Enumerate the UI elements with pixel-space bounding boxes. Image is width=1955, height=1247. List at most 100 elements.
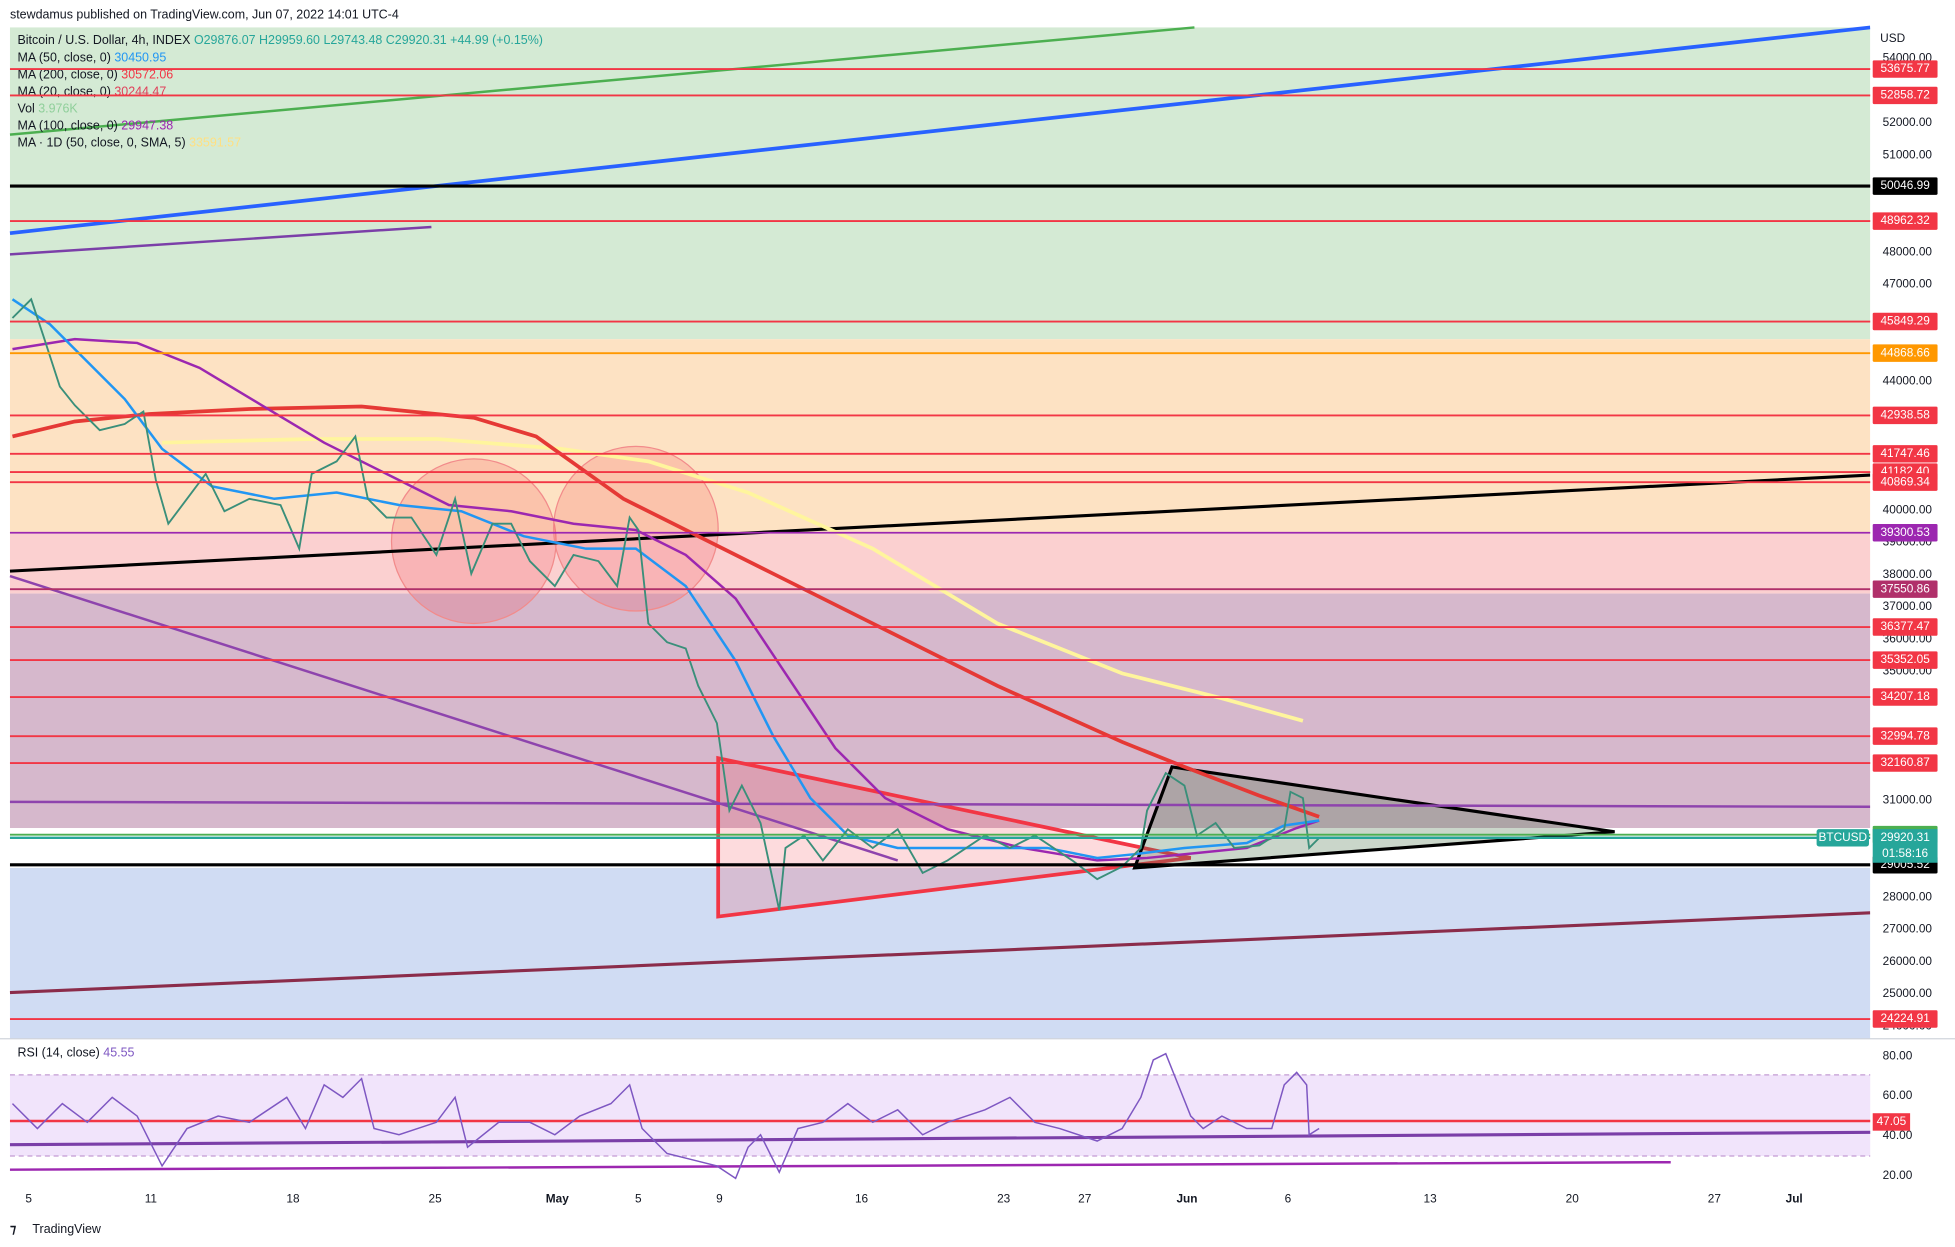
rsi-trend [9, 1160, 1671, 1171]
price-unit: USD [1880, 31, 1905, 45]
trend-line [9, 473, 1871, 573]
price-tag: 32994.78 [1880, 728, 1930, 742]
indicator-value: 30572.06 [121, 68, 173, 82]
price-tag-bg [1872, 754, 1938, 772]
rsi-axis-label: 40.00 [1883, 1128, 1913, 1142]
price-axis-label: 38000.00 [1883, 567, 1933, 581]
time-axis-label: 23 [997, 1192, 1011, 1206]
price-tag-bg [1872, 727, 1938, 745]
indicator-value: 3.976K [38, 102, 78, 116]
rsi-axis-label: 20.00 [1883, 1168, 1913, 1182]
time-axis-label: Jul [1786, 1192, 1803, 1206]
price-tag: 44868.66 [1880, 345, 1930, 359]
time-axis-label: 9 [716, 1192, 723, 1206]
price-tag: 50046.99 [1880, 178, 1930, 192]
price-axis-label: 27000.00 [1883, 922, 1933, 936]
time-axis-label: 20 [1566, 1192, 1580, 1206]
time-axis-label: 13 [1424, 1192, 1438, 1206]
price-axis-label: 51000.00 [1883, 148, 1933, 162]
price-axis-label: 44000.00 [1883, 373, 1933, 387]
symbol-name: BTCUSD [1818, 830, 1867, 844]
price-line [11, 297, 1320, 911]
zone-green [9, 27, 1871, 340]
low: L29743.48 [323, 33, 382, 47]
rsi-tag: 47.05 [1877, 1114, 1907, 1128]
indicator-value: 33591.57 [189, 136, 241, 150]
time-axis-label: 27 [1078, 1192, 1091, 1206]
symbol: Bitcoin / U.S. Dollar, 4h, INDEX [17, 33, 191, 47]
indicator-value: 30244.47 [114, 85, 166, 99]
price-tag: 32160.87 [1880, 755, 1929, 769]
price-tag-bg [1872, 86, 1938, 105]
time-axis-label: 11 [145, 1192, 157, 1206]
time-axis-label: 25 [429, 1192, 443, 1206]
rsi-value: 45.55 [103, 1046, 134, 1060]
ma-daily [162, 437, 1304, 723]
last-price-bg [1872, 829, 1938, 863]
price-tag: 36377.47 [1880, 619, 1929, 633]
price-tag: 34207.18 [1880, 689, 1930, 703]
open: O29876.07 [194, 33, 256, 47]
high: H29959.60 [259, 33, 320, 47]
rsi-tag-bg [1872, 1113, 1911, 1131]
price-tag-bg [1872, 406, 1938, 425]
rsi-line [11, 1052, 1320, 1180]
indicator-legend: Vol 3.976K [17, 102, 78, 116]
ma-50 [11, 298, 1320, 860]
price-tag-bg [1872, 212, 1938, 230]
price-tag-bg [1872, 580, 1938, 598]
indicator-name: MA (50, close, 0) [17, 51, 110, 65]
rsi-axis-label: 80.00 [1883, 1048, 1913, 1062]
close: C29920.31 [386, 33, 447, 47]
time-axis-label: 5 [635, 1192, 642, 1206]
indicator-legend: MA (100, close, 0) 29947.38 [17, 119, 173, 133]
rsi-name: RSI (14, close) [17, 1046, 99, 1060]
time-axis-label: May [546, 1192, 569, 1206]
price-axis-label: 31000.00 [1883, 793, 1933, 807]
price-tag-bg [1872, 177, 1938, 195]
price-tag-bg [1872, 60, 1938, 78]
indicator-name: MA (100, close, 0) [17, 119, 117, 133]
rsi-axis-label: 60.00 [1883, 1088, 1913, 1102]
time-axis-label: 16 [855, 1192, 869, 1206]
last-price: 29920.31 [1880, 830, 1929, 844]
trend-line [9, 26, 1195, 136]
price-tag: 40869.34 [1880, 474, 1930, 488]
price-tag: 42938.58 [1880, 408, 1930, 422]
indicator-value: 29947.38 [121, 119, 173, 133]
time-axis-label: 5 [25, 1192, 32, 1206]
publisher: stewdamus published on TradingView.com, … [10, 7, 399, 21]
indicator-value: 30450.95 [114, 51, 166, 65]
price-tag-bg [1872, 312, 1938, 331]
indicator-legend: MA · 1D (50, close, 0, SMA, 5) 33591.57 [17, 136, 241, 150]
price-tag-bg [1872, 524, 1938, 542]
price-axis-label: 40000.00 [1883, 502, 1933, 516]
indicator-name: MA (20, close, 0) [17, 85, 110, 99]
time-axis-label: 18 [286, 1192, 300, 1206]
price-tag: 24224.91 [1880, 1011, 1929, 1025]
price-tag-bg [1872, 618, 1938, 636]
price-axis-label: 25000.00 [1883, 986, 1933, 1000]
zone-orange [9, 339, 1871, 534]
price-axis-label: 28000.00 [1883, 889, 1933, 903]
indicator-legend: MA (20, close, 0) 30244.47 [17, 85, 166, 99]
time-axis-label: Jun [1176, 1192, 1197, 1206]
footer-logo: ⁊ TradingView [10, 1222, 102, 1236]
symbol-legend: Bitcoin / U.S. Dollar, 4h, INDEX O29876.… [17, 33, 543, 47]
price-tag: 37550.86 [1880, 581, 1930, 595]
price-tag: 41747.46 [1880, 446, 1930, 460]
trend-line [9, 911, 1871, 995]
trend-line [9, 574, 899, 862]
price-tag: 53675.77 [1880, 61, 1929, 75]
trend-line [9, 225, 432, 256]
price-tag: 45849.29 [1880, 314, 1930, 328]
indicator-legend: MA (200, close, 0) 30572.06 [17, 68, 173, 82]
price-axis-label: 47000.00 [1883, 277, 1933, 291]
price-tag-bg [1872, 344, 1938, 362]
price-tag: 39300.53 [1880, 525, 1930, 539]
indicator-legend: MA (50, close, 0) 30450.95 [17, 51, 166, 65]
rsi-trend [9, 1130, 1871, 1147]
price-axis-label: 26000.00 [1883, 954, 1933, 968]
price-axis-label: 52000.00 [1883, 115, 1933, 129]
